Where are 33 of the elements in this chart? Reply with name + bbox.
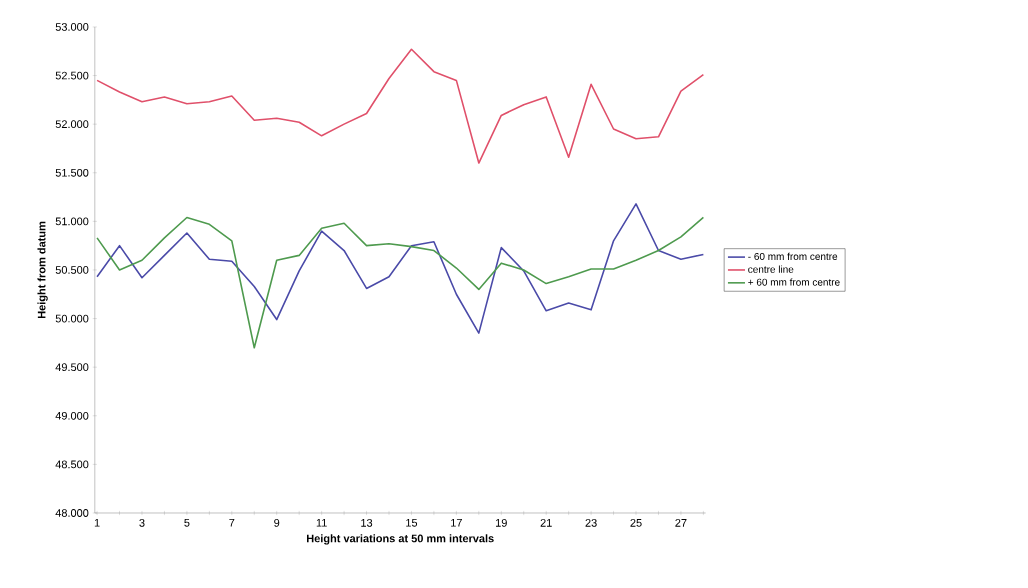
y-tick-label: 51.500 xyxy=(55,168,89,177)
x-tick-label: 25 xyxy=(630,519,642,527)
legend-label: - 60 mm from centre xyxy=(748,252,838,261)
line-series xyxy=(96,48,705,164)
x-tick-label: 5 xyxy=(184,519,190,527)
x-tick-label: 1 xyxy=(94,519,100,527)
x-tick-label: 23 xyxy=(585,519,597,527)
y-tick-label: 49.000 xyxy=(55,411,89,420)
x-tick-label: 11 xyxy=(316,519,327,527)
legend-label: centre line xyxy=(748,265,794,273)
y-tick-label: 50.500 xyxy=(55,266,89,274)
x-axis-title: Height variations at 50 mm intervals xyxy=(307,534,494,545)
y-tick-label: 48.500 xyxy=(55,460,89,469)
line-series xyxy=(96,203,705,335)
y-tick-label: 52.000 xyxy=(55,120,89,129)
y-tick-label: 53.000 xyxy=(55,23,89,31)
x-tick-label: 9 xyxy=(274,519,280,527)
y-tick-label: 50.000 xyxy=(55,314,89,323)
y-tick-label: 51.000 xyxy=(55,217,89,226)
x-tick-label: 15 xyxy=(406,519,418,527)
x-tick-label: 13 xyxy=(361,519,373,527)
x-tick-label: 21 xyxy=(540,519,552,527)
x-tick-label: 19 xyxy=(496,519,507,527)
line-series xyxy=(96,216,705,349)
legend-label: + 60 mm from centre xyxy=(748,278,840,286)
x-tick-label: 27 xyxy=(675,519,687,527)
x-tick-label: 7 xyxy=(229,519,235,527)
y-tick-label: 52.500 xyxy=(55,71,89,80)
y-axis-title: Height from datum xyxy=(37,221,48,319)
x-tick-label: 17 xyxy=(451,519,462,527)
x-tick-label: 3 xyxy=(139,519,145,527)
y-tick-label: 48.000 xyxy=(55,509,89,517)
y-tick-label: 49.500 xyxy=(55,363,89,372)
